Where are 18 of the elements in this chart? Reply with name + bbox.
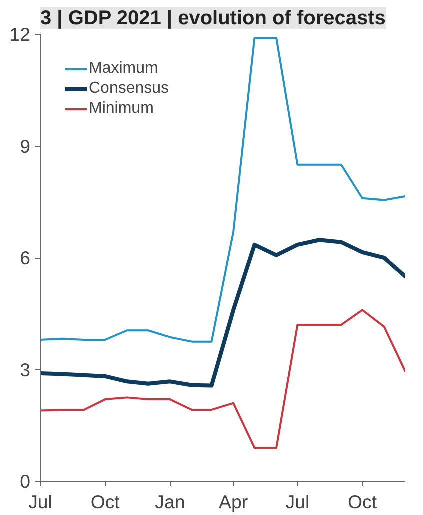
y-tick-label: 6: [20, 248, 31, 268]
x-tick-label: Oct: [348, 492, 378, 512]
legend-label: Maximum: [89, 60, 158, 78]
y-tick-label: 9: [20, 136, 31, 157]
legend-label: Minimum: [89, 100, 154, 118]
x-tick-label: Jul: [286, 492, 310, 512]
line-series: [40, 238, 406, 388]
x-tick-label: Apr: [219, 492, 248, 512]
x-tick-label: Jan: [155, 492, 186, 512]
chart-title: 3 | GDP 2021 | evolution of forecasts: [40, 8, 386, 30]
y-tick-label: 0: [20, 471, 31, 492]
y-tick-label: 12: [10, 24, 31, 45]
line-series: [40, 37, 406, 343]
legend-label: Consensus: [89, 80, 170, 98]
x-tick-label: Oct: [90, 492, 121, 512]
x-tick-label: Jul: [28, 492, 52, 512]
y-tick-label: 3: [20, 359, 31, 380]
line-series: [40, 309, 406, 449]
